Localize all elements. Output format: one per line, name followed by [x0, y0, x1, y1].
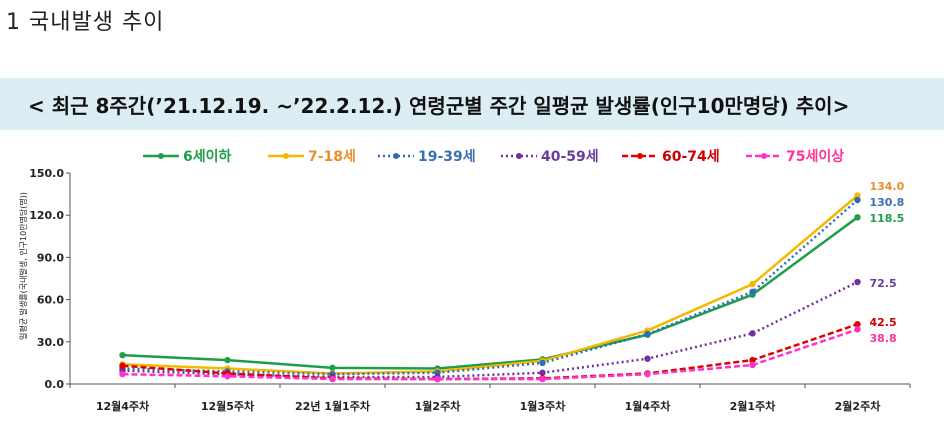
x-tick-label: 2월2주차 [835, 399, 882, 413]
legend-item: 75세이상 [746, 148, 844, 165]
data-point [749, 356, 756, 364]
chart-title: < 최근 8주간(’21.12.19. ~’22.2.12.) 연령군별 주간 … [28, 94, 850, 118]
data-point [644, 370, 651, 378]
data-point [224, 356, 231, 364]
data-point [854, 214, 861, 221]
data-point [539, 375, 546, 383]
series: 130.8 [119, 196, 905, 378]
series-line [122, 328, 858, 381]
legend-label: 6세이하 [183, 148, 232, 165]
x-tick-label: 12월5주차 [201, 399, 255, 413]
data-point [854, 196, 861, 204]
data-point [749, 280, 756, 288]
series: 118.5 [119, 212, 904, 372]
page-heading: 1 국내발생 추이 [6, 10, 165, 35]
data-point [119, 362, 126, 369]
y-tick-label: 90.0 [37, 251, 64, 264]
data-point [644, 330, 651, 338]
x-tick-label: 12월4주차 [96, 399, 150, 413]
legend-label: 7-18세 [308, 149, 356, 165]
legend-item: 40-59세 [501, 149, 599, 165]
legend: 6세이하 7-18세 19-39세 40-59세 60-74세 75세이상 [143, 148, 844, 165]
legend-marker [637, 153, 643, 159]
x-tick-label: 1월4주차 [625, 399, 672, 413]
data-point [854, 326, 861, 333]
data-point [119, 370, 126, 378]
axes: 0.0 30.0 60.0 90.0 120.0 150.0 12월4주차 12월5주차 22년… [29, 167, 911, 413]
legend-label: 60-74세 [662, 149, 720, 165]
x-tick-label: 2월1주차 [730, 399, 777, 413]
legend-item: 7-18세 [268, 149, 356, 165]
data-point [644, 355, 651, 362]
series: 38.8 [119, 326, 897, 383]
legend-marker [158, 153, 164, 159]
x-tick-label: 1월2주차 [415, 399, 462, 413]
y-tick-label: 30.0 [37, 336, 64, 349]
data-point [749, 288, 756, 296]
data-point [539, 369, 546, 376]
legend-item: 6세이하 [143, 148, 232, 165]
data-label: 130.8 [870, 196, 905, 209]
series-line [122, 280, 859, 379]
legend-label: 75세이상 [786, 148, 844, 165]
data-point [854, 192, 861, 199]
legend-label: 40-59세 [541, 149, 599, 165]
y-tick-label: 0.0 [45, 378, 65, 391]
legend-marker [283, 153, 289, 159]
series-line [122, 323, 858, 381]
legend-item: 60-74세 [622, 149, 720, 165]
y-tick-label: 60.0 [37, 294, 64, 307]
legend-marker [516, 153, 522, 159]
data-point [329, 375, 336, 383]
y-tick-label: 150.0 [29, 167, 64, 180]
legend-marker [761, 153, 767, 159]
series-group: 118.5 134.0 130.8 72.5 42.5 38.8 [119, 180, 905, 383]
series-line [122, 216, 859, 370]
series: 42.5 [119, 316, 897, 383]
y-tick-label: 120.0 [29, 209, 64, 222]
data-point [224, 373, 231, 380]
data-point [539, 359, 546, 367]
data-point [854, 321, 861, 328]
data-label: 38.8 [870, 332, 897, 345]
data-point [854, 278, 861, 286]
x-tick-label: 22년 1월1주차 [295, 399, 371, 413]
y-axis-label: 일평균 발생률(국내발생, 인구10만명당(명)) [18, 192, 28, 340]
legend-marker [393, 153, 399, 159]
data-point [749, 330, 756, 337]
data-point [749, 361, 756, 369]
data-point [119, 351, 126, 359]
data-label: 72.5 [870, 277, 897, 290]
data-label: 134.0 [870, 180, 905, 193]
legend-label: 19-39세 [418, 149, 476, 165]
data-label: 118.5 [870, 212, 905, 225]
data-label: 42.5 [870, 316, 897, 329]
data-point [329, 364, 336, 372]
legend-item: 19-39세 [378, 149, 476, 165]
series-line [122, 194, 859, 375]
chart-title-banner: < 최근 8주간(’21.12.19. ~’22.2.12.) 연령군별 주간 … [0, 78, 944, 130]
x-tick-label: 1월3주차 [520, 399, 567, 413]
data-point [434, 375, 441, 383]
